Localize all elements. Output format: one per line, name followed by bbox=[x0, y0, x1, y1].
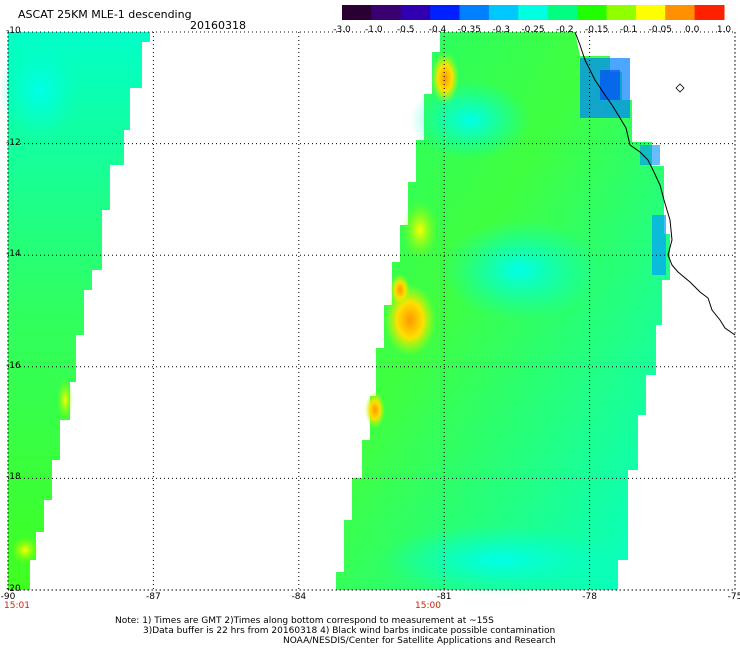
colorbar-label: -0.15 bbox=[585, 25, 609, 35]
x-axis-tick-label: -84 bbox=[291, 592, 307, 602]
colorbar-swatch bbox=[635, 5, 666, 20]
colorbar-label: -0.05 bbox=[648, 25, 672, 35]
colorbar-label: -1.0 bbox=[365, 25, 383, 35]
x-axis-tick-label: -87 bbox=[146, 592, 161, 602]
colorbar-label: 1.0 bbox=[716, 25, 732, 35]
colorbar-swatch bbox=[606, 5, 637, 20]
colorbar-swatch bbox=[459, 5, 490, 20]
colorbar-label: -3.0 bbox=[333, 25, 351, 35]
colorbar bbox=[342, 5, 725, 20]
map-title: ASCAT 25KM MLE-1 descending bbox=[18, 8, 192, 21]
colorbar-label: -0.35 bbox=[457, 25, 481, 35]
colorbar-label: -0.5 bbox=[396, 25, 415, 35]
y-axis-tick-label: -16 bbox=[6, 360, 21, 371]
colorbar-swatch bbox=[547, 5, 578, 20]
colorbar-label: -0.1 bbox=[619, 25, 638, 35]
colorbar-label: -0.3 bbox=[492, 25, 510, 35]
x-axis-tick-label: -75 bbox=[727, 592, 740, 602]
x-axis-tick-label: -81 bbox=[436, 592, 452, 602]
colorbar-swatch bbox=[518, 5, 549, 20]
x-axis-tick-label: -78 bbox=[582, 592, 597, 602]
colorbar-label: -0.2 bbox=[556, 25, 574, 35]
time-label-east: 15:00 bbox=[415, 601, 441, 611]
colorbar-label: -0.4 bbox=[428, 25, 447, 35]
y-axis-tick-label: -12 bbox=[6, 137, 21, 148]
colorbar-swatch bbox=[400, 5, 431, 20]
island bbox=[675, 83, 685, 93]
y-axis-tick-label: -18 bbox=[6, 472, 21, 483]
note-line-3: NOAA/NESDIS/Center for Satellite Applica… bbox=[283, 636, 556, 646]
colorbar-swatch bbox=[665, 5, 696, 20]
colorbar-swatch bbox=[342, 5, 372, 20]
y-axis-tick-label: -14 bbox=[6, 249, 21, 260]
y-axis-tick-label: -20 bbox=[6, 584, 21, 594]
colorbar-swatch bbox=[371, 5, 402, 20]
map-date: 20160318 bbox=[190, 19, 246, 32]
y-axis-tick-label: -10 bbox=[6, 26, 21, 36]
colorbar-swatch bbox=[488, 5, 519, 20]
colorbar-swatch bbox=[577, 5, 607, 20]
time-label-west: 15:01 bbox=[4, 601, 30, 611]
west-swath bbox=[8, 32, 150, 590]
colorbar-label: -0.25 bbox=[521, 25, 545, 35]
note-line-2: 3)Data buffer is 22 hrs from 20160318 4)… bbox=[143, 626, 556, 636]
notes: Note: 1) Times are GMT 2)Times along bot… bbox=[115, 616, 556, 646]
x-axis-tick-label: -90 bbox=[0, 592, 16, 602]
colorbar-label: 0.0 bbox=[684, 25, 700, 35]
colorbar-swatch bbox=[694, 5, 725, 20]
coastline bbox=[574, 31, 736, 336]
colorbar-swatch bbox=[430, 5, 461, 20]
note-line-1: Note: 1) Times are GMT 2)Times along bot… bbox=[115, 616, 494, 626]
